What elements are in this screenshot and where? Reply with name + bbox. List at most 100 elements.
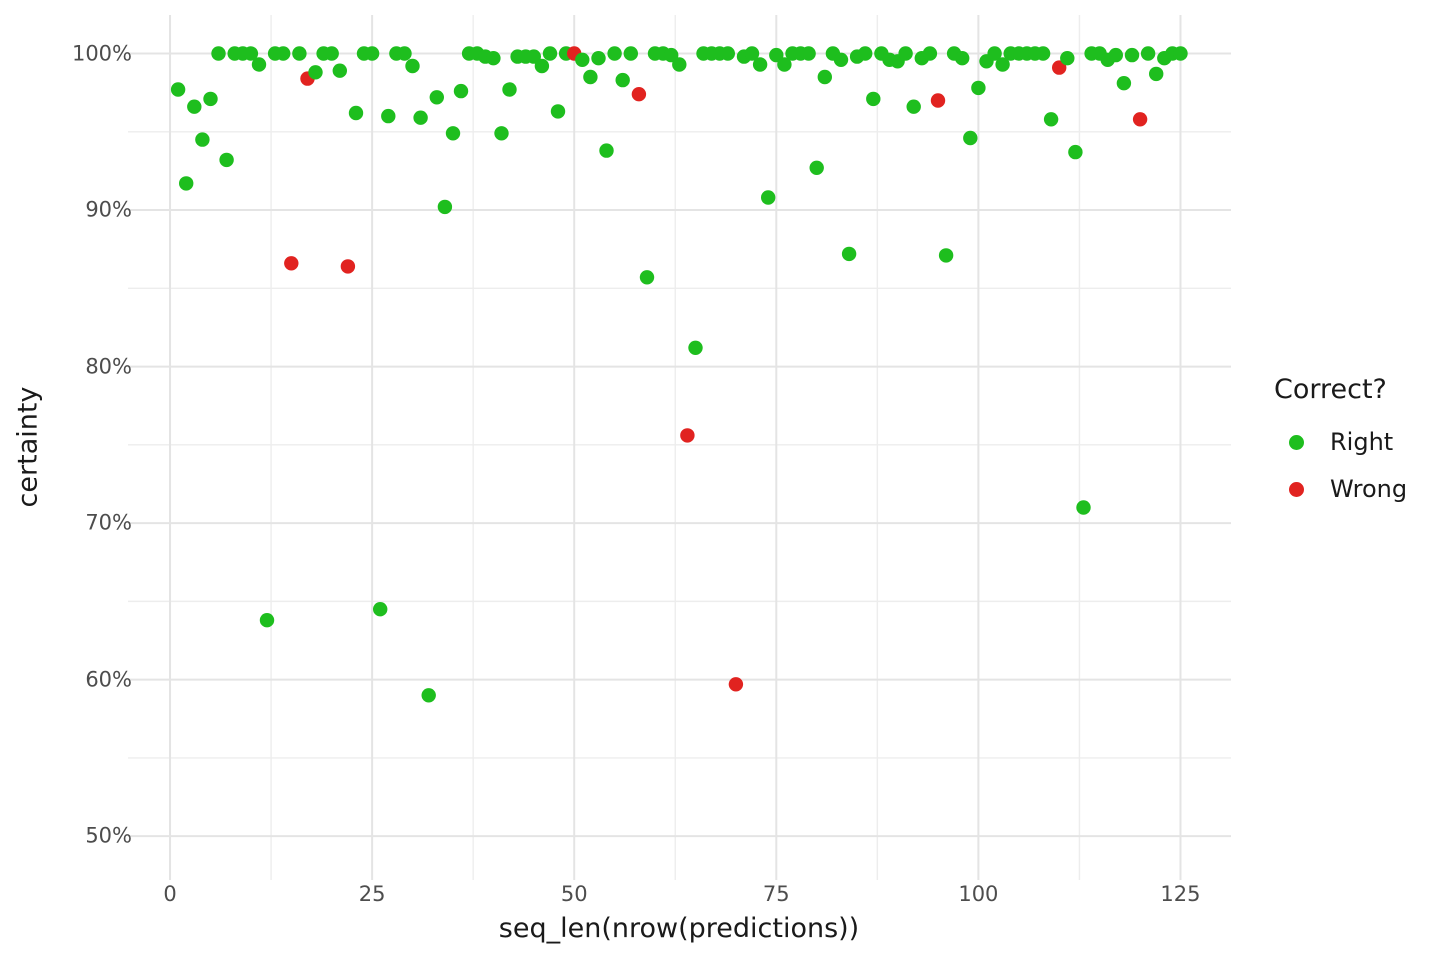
data-point-right <box>963 130 978 146</box>
data-point-right <box>817 69 832 85</box>
data-point-right <box>534 58 550 74</box>
legend-item-right: Right <box>1262 427 1407 457</box>
data-point-wrong <box>1132 112 1148 127</box>
legend-item-wrong: Wrong <box>1262 474 1407 504</box>
data-point-right <box>1076 500 1091 515</box>
legend-label-right: Right <box>1330 428 1394 456</box>
data-point-right <box>833 52 849 67</box>
data-point-right <box>405 58 420 74</box>
data-point-right <box>1108 47 1124 63</box>
x-tick-label: 0 <box>163 882 177 906</box>
data-point-right <box>397 46 412 61</box>
data-point-right <box>777 57 792 72</box>
data-point-right <box>292 46 307 61</box>
data-point-right <box>575 52 590 67</box>
data-point-right <box>1060 51 1075 66</box>
data-point-right <box>494 126 509 141</box>
data-point-right <box>639 270 655 285</box>
x-tick-label: 50 <box>560 882 588 906</box>
data-point-right <box>1149 66 1164 82</box>
x-tick-label: 25 <box>358 882 386 906</box>
data-point-right <box>841 246 857 262</box>
data-point-wrong <box>680 428 695 443</box>
data-point-right <box>243 46 259 61</box>
y-axis-title: certainty <box>12 386 44 508</box>
data-point-wrong <box>631 87 647 102</box>
data-point-right <box>259 613 275 628</box>
data-point-right <box>486 51 501 66</box>
data-point-wrong <box>284 256 299 271</box>
data-point-right <box>607 46 622 61</box>
data-point-right <box>542 46 558 61</box>
y-tick-label: 80% <box>85 354 132 379</box>
data-point-right <box>211 46 226 61</box>
data-point-wrong <box>728 677 744 692</box>
y-tick-label: 50% <box>85 823 132 848</box>
y-tick-label: 90% <box>85 197 132 222</box>
y-tick-label: 100% <box>71 41 132 65</box>
data-point-right <box>906 99 921 114</box>
data-point-right <box>526 49 541 64</box>
data-point-right <box>752 57 768 72</box>
data-point-right <box>809 160 824 175</box>
data-point-right <box>1116 76 1132 91</box>
data-point-right <box>995 57 1010 72</box>
data-point-right <box>381 108 396 124</box>
data-point-right <box>615 72 630 88</box>
data-point-right <box>1043 112 1059 127</box>
data-point-right <box>308 65 323 80</box>
data-point-right <box>801 46 816 61</box>
data-point-wrong <box>340 259 356 274</box>
data-point-right <box>955 51 970 66</box>
data-point-right <box>445 126 461 141</box>
data-point-wrong <box>930 93 946 108</box>
data-point-right <box>187 99 202 114</box>
data-point-right <box>720 46 735 61</box>
data-point-right <box>769 47 784 63</box>
data-point-right <box>987 46 1002 61</box>
legend-title: Correct? <box>1274 374 1387 405</box>
data-point-wrong <box>1052 60 1067 75</box>
wrong-point-swatch-icon <box>1289 481 1304 497</box>
right-point-swatch-icon <box>1289 434 1304 450</box>
data-point-right <box>373 602 388 617</box>
data-point-right <box>550 104 566 119</box>
data-point-right <box>744 46 760 61</box>
legend: Correct? Right Wrong <box>1262 374 1407 521</box>
x-tick-label: 100 <box>958 882 999 906</box>
data-point-right <box>170 82 186 97</box>
data-point-right <box>922 46 938 61</box>
data-point-right <box>348 105 364 121</box>
x-axis-title: seq_len(nrow(predictions)) <box>498 913 860 944</box>
data-point-right <box>251 57 267 72</box>
data-point-right <box>413 110 428 125</box>
data-point-right <box>179 176 194 191</box>
data-point-right <box>591 51 606 66</box>
data-point-right <box>664 47 679 63</box>
data-point-right <box>195 132 210 147</box>
data-point-right <box>623 46 638 61</box>
data-point-right <box>898 46 913 61</box>
y-tick-label: 60% <box>85 667 132 692</box>
data-point-right <box>203 91 218 107</box>
data-point-right <box>1140 46 1156 61</box>
data-point-right <box>429 90 444 105</box>
data-point-right <box>502 82 517 97</box>
data-point-right <box>1124 47 1140 63</box>
data-point-right <box>672 57 687 72</box>
data-point-right <box>1173 46 1188 61</box>
data-point-right <box>219 152 234 168</box>
data-point-right <box>866 91 881 107</box>
data-point-right <box>583 69 598 85</box>
data-point-right <box>324 46 339 61</box>
data-point-right <box>938 248 954 263</box>
data-point-right <box>437 199 453 215</box>
x-tick-label: 75 <box>762 882 790 906</box>
data-point-right <box>332 63 347 78</box>
y-tick-label: 70% <box>85 510 132 535</box>
data-point-right <box>688 340 703 355</box>
data-point-right <box>1068 144 1083 160</box>
x-tick-label: 125 <box>1160 882 1201 906</box>
